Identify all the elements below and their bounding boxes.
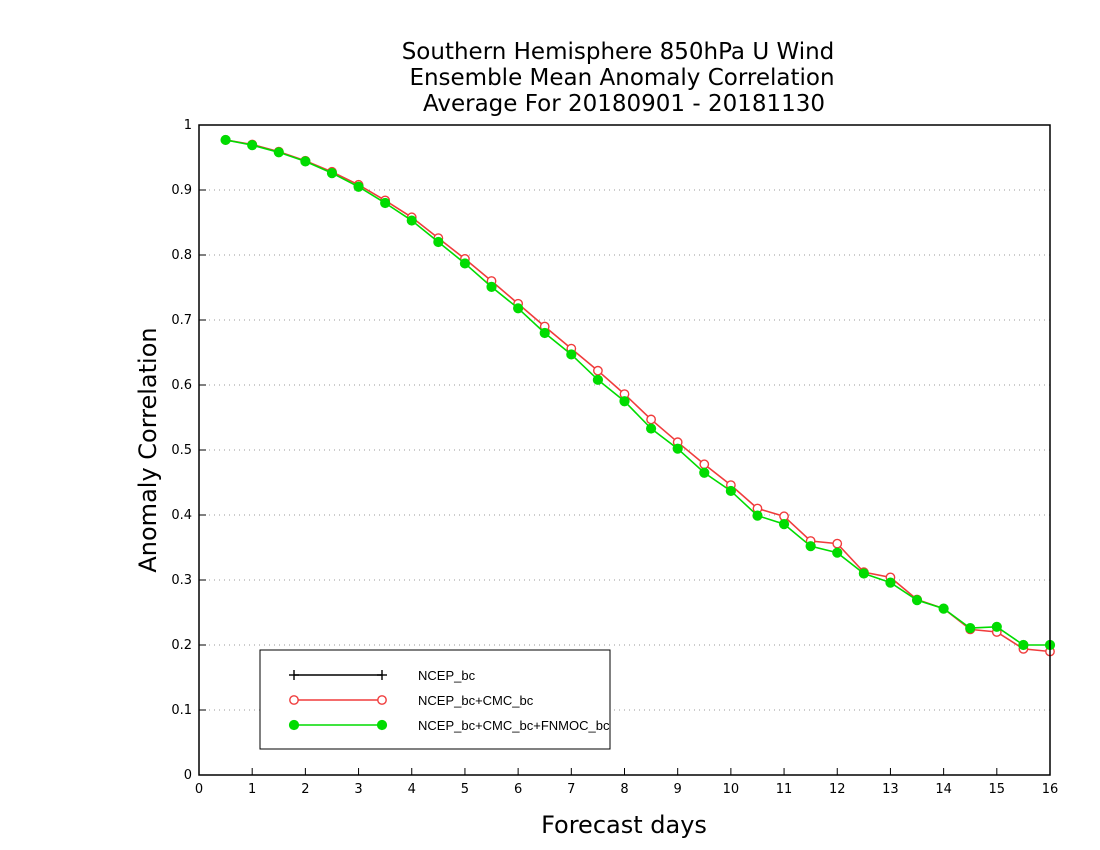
x-tick-label-8: 8	[620, 782, 628, 797]
legend-marker-0-a	[289, 670, 299, 680]
legend-marker-1-b	[377, 695, 387, 705]
series-2	[220, 134, 1056, 651]
series-1-point-23	[832, 538, 843, 549]
series-2-point-30	[1018, 639, 1029, 651]
series-2-point-23	[832, 547, 843, 558]
series-2-point-19	[725, 485, 736, 497]
legend: NCEP_bc NCEP_bc+CMC_bc NCEP_bc+CMC_bc+FNMO…	[259, 649, 611, 750]
legend-label-1: NCEP_bc+CMC_bc	[418, 693, 534, 708]
legend-marker-1-a	[289, 695, 299, 705]
x-axis-ticks: 0 1 2 3 4 5 6 7 8 9 10 11 12 13 14 15 16	[195, 768, 1058, 797]
y-tick-label-4: 0.4	[171, 508, 192, 523]
x-tick-label-11: 11	[776, 782, 793, 797]
series-2-point-28	[965, 623, 976, 634]
series-2-point-1	[247, 140, 258, 151]
series-2-point-4	[326, 168, 338, 179]
series-1	[220, 135, 1055, 657]
series-1-point-18	[699, 459, 710, 470]
x-tick-label-10: 10	[723, 782, 740, 797]
x-tick-label-15: 15	[989, 782, 1006, 797]
series-2-point-26	[911, 595, 923, 606]
legend-label-0: NCEP_bc	[418, 668, 476, 683]
series-1-point-14	[593, 365, 603, 376]
legend-item-2: NCEP_bc+CMC_bc+FNMOC_bc	[288, 718, 610, 733]
x-tick-label-16: 16	[1042, 782, 1059, 797]
y-tick-label-1: 0.1	[171, 703, 192, 718]
series-2-point-21	[778, 519, 790, 530]
y-tick-label-3: 0.3	[171, 573, 192, 588]
x-axis-label: Forecast days	[541, 811, 707, 839]
x-tick-label-4: 4	[408, 782, 416, 797]
y-tick-label-6: 0.6	[171, 378, 192, 393]
chart-title: Southern Hemisphere 850hPa U Wind Ensemb…	[402, 39, 835, 117]
y-axis-ticks: 0 0.1 0.2 0.3 0.4 0.5 0.6 0.7 0.8 0.9 1	[171, 118, 206, 783]
series-2-point-14	[592, 374, 604, 385]
series-2-point-25	[885, 577, 896, 588]
legend-label-2: NCEP_bc+CMC_bc+FNMOC_bc	[418, 718, 610, 733]
series-2-point-0	[220, 134, 231, 146]
y-tick-label-10: 1	[184, 118, 192, 133]
legend-marker-0-b	[377, 670, 387, 680]
grid-lines	[199, 189, 1050, 711]
y-tick-label-7: 0.7	[171, 313, 192, 328]
series-2-point-29	[991, 621, 1002, 632]
x-tick-label-14: 14	[935, 782, 952, 797]
title-line-2: Ensemble Mean Anomaly Correlation	[409, 65, 834, 91]
title-line-3: Average For 20180901 - 20181130	[423, 91, 825, 117]
y-tick-label-8: 0.8	[171, 248, 192, 263]
series-2-point-24	[858, 568, 869, 579]
series-layer	[220, 134, 1056, 657]
series-2-point-27	[938, 603, 949, 614]
series-2-point-6	[380, 197, 391, 209]
title-line-1: Southern Hemisphere 850hPa U Wind	[402, 39, 835, 65]
series-2-point-13	[566, 349, 577, 360]
x-tick-label-1: 1	[248, 782, 256, 797]
legend-item-1: NCEP_bc+CMC_bc	[289, 693, 534, 708]
x-tick-label-12: 12	[829, 782, 846, 797]
series-2-line	[225, 139, 1050, 646]
x-tick-label-2: 2	[301, 782, 309, 797]
legend-marker-2-a	[288, 719, 300, 731]
series-2-point-3	[300, 156, 311, 167]
series-2-point-15	[619, 396, 630, 407]
x-tick-label-13: 13	[882, 782, 899, 797]
y-tick-label-9: 0.9	[171, 183, 192, 198]
y-axis-label: Anomaly Correlation	[134, 327, 162, 572]
y-tick-label-0: 0	[184, 768, 192, 783]
series-2-point-20	[752, 510, 763, 521]
x-tick-label-3: 3	[354, 782, 362, 797]
legend-marker-2-b	[376, 719, 388, 731]
x-tick-label-7: 7	[567, 782, 575, 797]
y-tick-label-2: 0.2	[171, 638, 192, 653]
series-2-point-11	[513, 303, 524, 314]
series-1-line	[225, 139, 1051, 653]
x-tick-label-5: 5	[461, 782, 469, 797]
x-tick-label-9: 9	[674, 782, 682, 797]
series-2-point-8	[433, 236, 444, 248]
series-2-point-10	[486, 281, 497, 292]
series-2-point-22	[805, 541, 816, 552]
legend-item-0: NCEP_bc	[289, 668, 476, 683]
series-2-point-9	[459, 258, 471, 269]
y-tick-label-5: 0.5	[171, 443, 192, 458]
x-tick-label-0: 0	[195, 782, 203, 797]
series-2-point-17	[672, 443, 683, 454]
series-2-point-12	[539, 327, 550, 339]
series-2-point-16	[645, 423, 657, 434]
series-1-point-16	[646, 414, 656, 425]
series-2-point-5	[353, 181, 364, 192]
series-2-point-7	[406, 215, 417, 226]
series-2-point-2	[273, 147, 284, 158]
x-tick-label-6: 6	[514, 782, 522, 797]
series-2-point-18	[699, 467, 710, 478]
